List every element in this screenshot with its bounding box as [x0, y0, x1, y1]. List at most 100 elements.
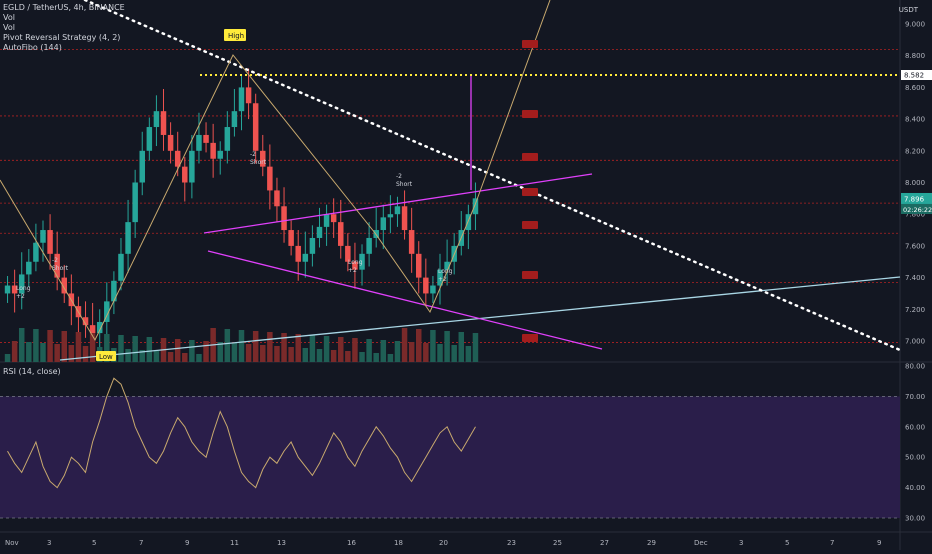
candle-body: [281, 206, 287, 231]
candle-body: [245, 87, 252, 104]
strategy-signal-label: Long: [438, 268, 453, 275]
channel-lower-line: [207, 250, 603, 350]
candle-body: [345, 245, 351, 262]
price-tick-label: 8.000: [905, 179, 925, 187]
volume-bar: [139, 350, 145, 362]
volume-bar: [224, 329, 231, 362]
time-tick-label: 7: [830, 539, 834, 547]
fib-marker: [522, 110, 538, 118]
candle-body: [61, 277, 68, 294]
volume-bar: [451, 345, 457, 362]
volume-bar: [61, 331, 68, 362]
legend-strategy[interactable]: Pivot Reversal Strategy (4, 2): [3, 33, 121, 42]
time-tick-label: 5: [92, 539, 96, 547]
candle-body: [54, 253, 60, 278]
candle-body: [323, 214, 330, 227]
candle-body: [437, 269, 443, 286]
time-tick-label: 3: [47, 539, 51, 547]
time-tick-label: 29: [647, 539, 656, 547]
strategy-signal-label: +2: [16, 293, 25, 300]
volume-bar: [408, 342, 415, 362]
fib-marker: [522, 334, 538, 342]
strategy-signal-label: -2: [52, 257, 58, 264]
candle-body: [330, 214, 337, 223]
candle-body: [430, 285, 436, 294]
strategy-signal-label: Long: [348, 259, 363, 266]
time-tick-label: 23: [507, 539, 516, 547]
candle-body: [415, 253, 422, 278]
volume-bar: [323, 336, 330, 362]
price-tick-label: 7.600: [905, 242, 925, 250]
candle-body: [288, 230, 294, 246]
volume-bar: [40, 343, 46, 362]
rsi-legend[interactable]: RSI (14, close): [3, 367, 61, 376]
candle-body: [274, 190, 280, 207]
price-tick-label: 8.600: [905, 84, 925, 92]
candle-body: [465, 214, 472, 231]
candle-body: [224, 127, 231, 151]
price-tick-label: 7.400: [905, 274, 925, 282]
candle-body: [252, 103, 259, 151]
legend-vol-2[interactable]: Vol: [3, 23, 15, 32]
strategy-signal-label: Short: [250, 159, 267, 166]
candle-body: [18, 274, 25, 294]
candle-body: [231, 111, 238, 128]
candle-body: [295, 245, 301, 262]
volume-bar: [68, 345, 75, 362]
legend-vol-1[interactable]: Vol: [3, 13, 15, 22]
low-label-text: Low: [99, 353, 113, 361]
strategy-signal-label: -2: [250, 151, 256, 158]
fib-marker: [522, 221, 538, 229]
candle-body: [11, 285, 18, 294]
candle-body: [26, 261, 32, 275]
rsi-tick-label: 50.00: [905, 454, 925, 462]
time-tick-label: 27: [600, 539, 609, 547]
high-label-box: [224, 29, 246, 41]
symbol-title[interactable]: EGLD / TetherUS, 4h, BINANCE: [3, 3, 125, 12]
price-tick-label: 8.800: [905, 52, 925, 60]
time-tick-label: Nov: [5, 539, 19, 547]
volume-bar: [437, 344, 443, 362]
strategy-signal-label: Short: [396, 181, 413, 188]
strategy-signal-label: Long: [16, 285, 31, 292]
candle-body: [47, 230, 53, 254]
volume-bar: [125, 349, 131, 362]
candle-body: [238, 87, 245, 112]
candle-body: [40, 230, 46, 243]
fib-marker: [522, 153, 538, 161]
candle-body: [118, 253, 124, 281]
candle-body: [111, 280, 117, 302]
volume-bar: [472, 333, 479, 362]
volume-bar: [153, 351, 160, 362]
volume-bar: [281, 333, 287, 362]
strategy-signal-label: +2: [438, 276, 447, 283]
volume-bar: [26, 342, 32, 362]
candle-body: [160, 111, 167, 135]
legend-autofibo[interactable]: AutoFibo (144): [3, 43, 62, 52]
fib-marker: [522, 40, 538, 48]
candle-body: [423, 277, 429, 294]
candle-body: [309, 237, 316, 254]
volume-bar: [430, 330, 436, 362]
candle-body: [167, 134, 174, 151]
volume-bar: [309, 335, 316, 362]
volume-bar: [267, 332, 273, 362]
volume-bar: [132, 336, 138, 362]
high-label-text: High: [228, 32, 244, 40]
volume-bar: [394, 341, 401, 362]
time-tick-label: 25: [553, 539, 562, 547]
price-tick-label: 9.000: [905, 21, 925, 29]
candle-body: [96, 321, 103, 334]
strategy-signal-label: Short: [52, 265, 69, 272]
time-tick-label: 9: [185, 539, 189, 547]
price-tick-label: 7.800: [905, 211, 925, 219]
volume-bar: [465, 346, 472, 362]
candle-body: [4, 285, 11, 294]
zigzag-line: [0, 0, 551, 342]
volume-bar: [174, 339, 181, 362]
candle-body: [189, 150, 195, 183]
volume-bar: [458, 332, 465, 362]
candle-body: [401, 206, 408, 231]
